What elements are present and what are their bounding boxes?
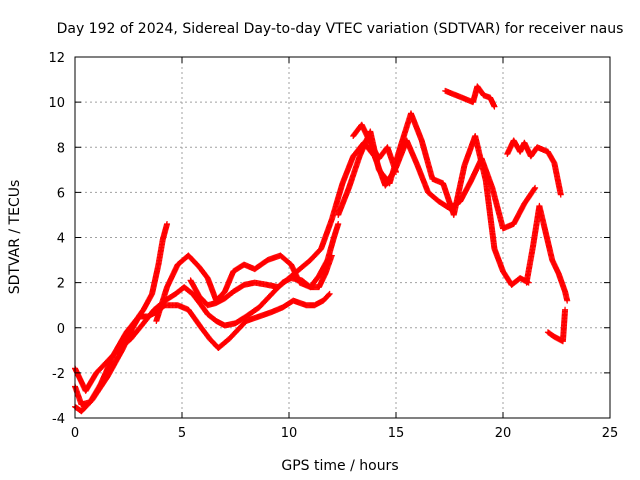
- x-tick-label: 20: [495, 426, 512, 441]
- data-point: [164, 220, 171, 227]
- series-trace-11: [544, 306, 569, 345]
- data-point: [326, 290, 333, 297]
- y-tick-label: 12: [48, 51, 65, 66]
- data-point: [531, 185, 538, 192]
- x-axis-title: GPS time / hours: [281, 458, 398, 474]
- data-point: [393, 169, 399, 176]
- data-point: [335, 220, 342, 227]
- series-trace-4: [153, 220, 342, 324]
- x-tick-label: 5: [178, 426, 186, 441]
- data-point: [564, 297, 571, 304]
- series-trace-8: [442, 83, 498, 110]
- y-tick-label: 10: [48, 96, 65, 111]
- y-tick-label: -4: [52, 412, 65, 427]
- y-tick-label: 2: [57, 277, 65, 292]
- data-point: [562, 306, 569, 313]
- x-tick-label: 0: [71, 426, 79, 441]
- series-trace-2: [72, 220, 171, 408]
- data-point: [491, 103, 498, 110]
- series-trace-9: [504, 137, 564, 198]
- y-tick-label: 8: [57, 141, 65, 156]
- series-trace-7: [350, 121, 399, 176]
- chart-title: Day 192 of 2024, Sidereal Day-to-day VTE…: [57, 21, 624, 37]
- x-tick-label: 25: [602, 426, 619, 441]
- data-point: [325, 291, 332, 298]
- axis-ticks: [74, 56, 611, 419]
- series-trace-10: [523, 202, 571, 304]
- x-tick-labels: 0 5 10 15 20 25: [71, 426, 618, 441]
- data-point: [532, 184, 539, 191]
- y-tick-label: 6: [57, 186, 65, 201]
- data-points: [72, 83, 571, 415]
- y-tick-label: -2: [52, 367, 65, 382]
- y-tick-label: 0: [57, 322, 65, 337]
- data-point: [557, 191, 564, 198]
- x-tick-label: 15: [388, 426, 405, 441]
- grid-lines: [75, 57, 610, 418]
- y-axis-title: SDTVAR / TECUs: [7, 180, 23, 295]
- x-tick-label: 10: [281, 426, 298, 441]
- y-tick-label: 4: [57, 232, 65, 247]
- y-tick-labels: -4 -2 0 2 4 6 8 10 12: [48, 51, 65, 427]
